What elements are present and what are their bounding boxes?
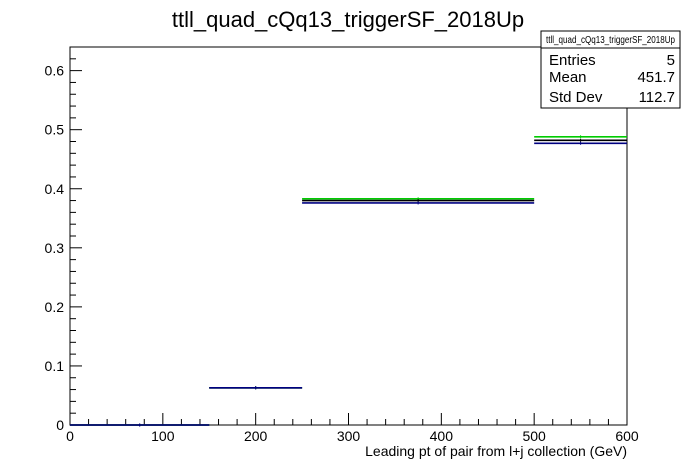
y-axis: 0 0.1 0.2 0.3 0.4 0.5 0.6 — [45, 46, 82, 433]
stats-box: ttll_quad_cQq13_triggerSF_2018Up Entries… — [540, 30, 681, 109]
x-axis-title: Leading pt of pair from l+j collection (… — [365, 443, 627, 459]
stats-entries-value: 5 — [667, 52, 675, 69]
y-tick-label: 0.4 — [45, 181, 65, 197]
x-tick-label: 300 — [337, 428, 361, 444]
x-tick-label: 100 — [151, 428, 175, 444]
y-tick-label: 0.5 — [45, 122, 65, 138]
stats-mean-value: 451.7 — [637, 69, 675, 86]
x-axis: 0 100 200 300 400 500 600 — [66, 413, 639, 444]
y-tick-label: 0.2 — [45, 299, 65, 315]
x-tick-label: 400 — [430, 428, 454, 444]
y-tick-label: 0.1 — [45, 358, 65, 374]
x-tick-label: 500 — [522, 428, 546, 444]
stats-mean-label: Mean — [549, 69, 587, 86]
y-tick-label: 0.3 — [45, 240, 65, 256]
x-tick-label: 200 — [244, 428, 268, 444]
histogram-series — [70, 135, 627, 427]
y-tick-label: 0.6 — [45, 63, 65, 79]
stats-entries-label: Entries — [549, 52, 596, 69]
x-tick-label: 600 — [615, 428, 639, 444]
stats-box-name: ttll_quad_cQq13_triggerSF_2018Up — [546, 35, 675, 46]
y-tick-label: 0 — [56, 417, 64, 433]
chart-title: ttll_quad_cQq13_triggerSF_2018Up — [172, 7, 524, 32]
x-tick-label: 0 — [66, 428, 74, 444]
stats-stddev-label: Std Dev — [549, 89, 603, 106]
stats-stddev-value: 112.7 — [639, 89, 675, 106]
stats-box-frame — [540, 30, 681, 109]
